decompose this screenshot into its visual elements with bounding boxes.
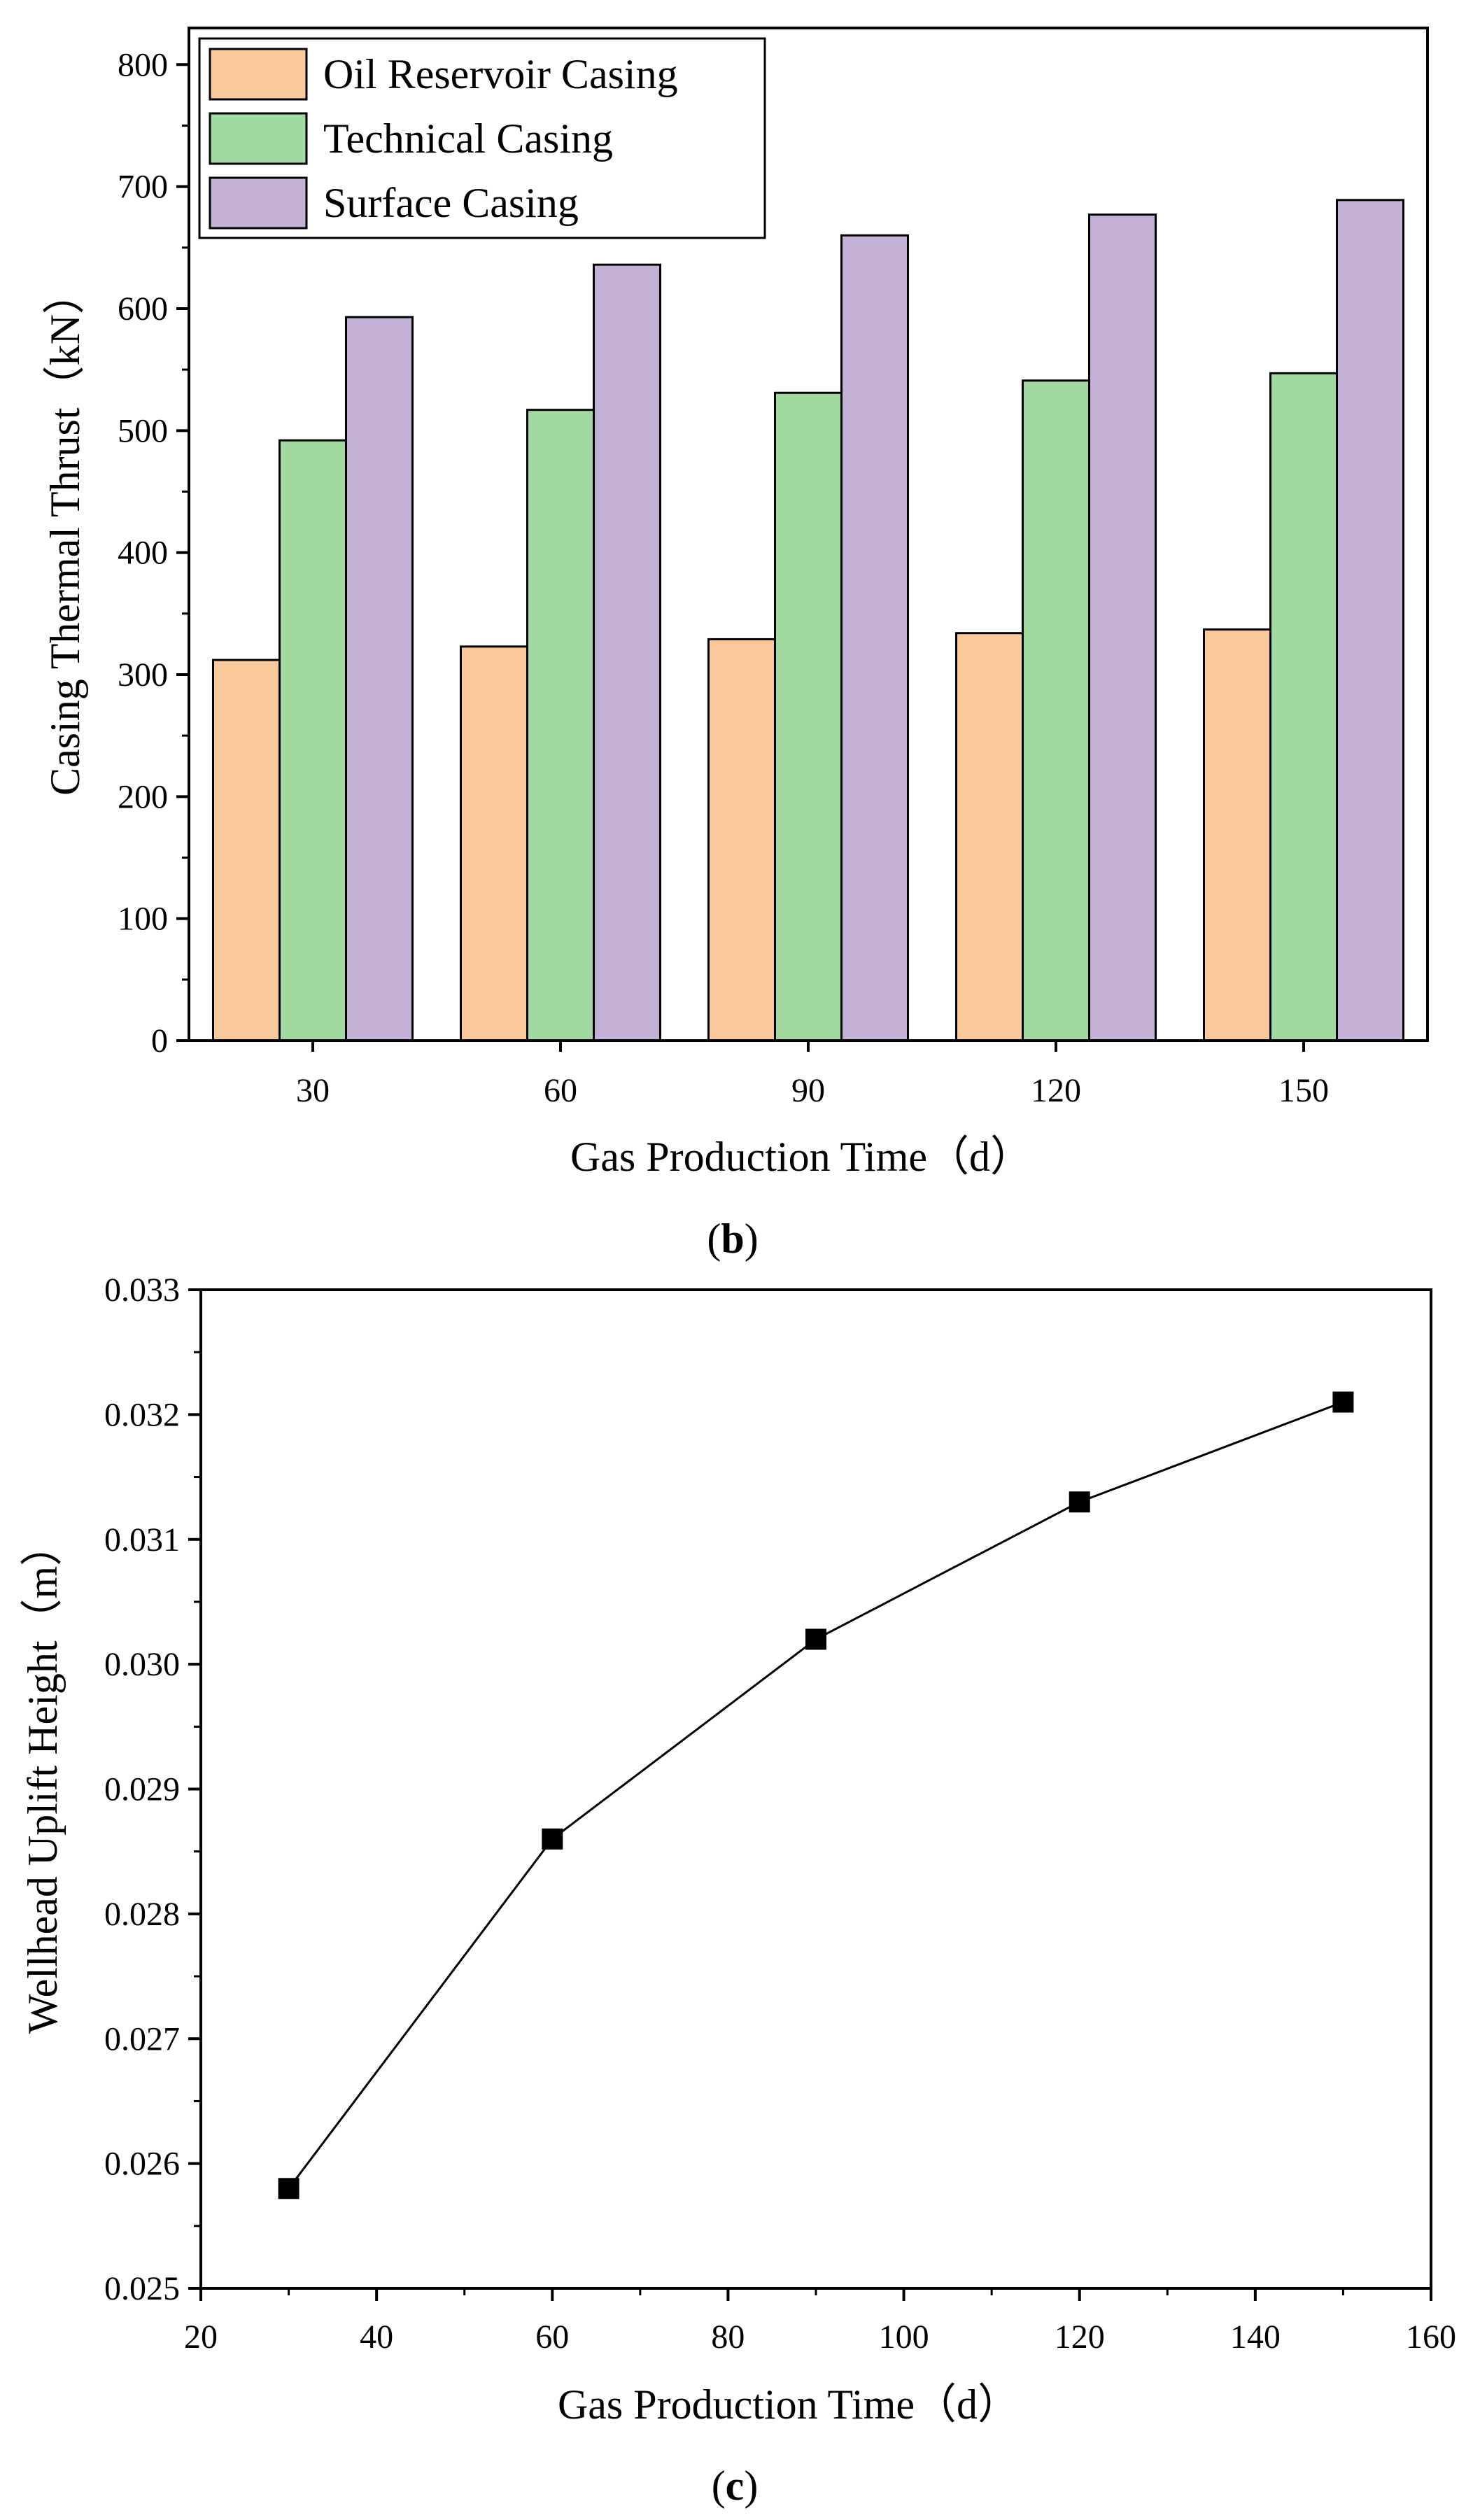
y-tick-label: 0.027 xyxy=(104,2020,180,2057)
bar xyxy=(345,316,414,1042)
data-point xyxy=(278,2178,299,2199)
y-tick-label: 600 xyxy=(118,290,168,328)
x-tick-label: 30 xyxy=(296,1072,330,1109)
data-point xyxy=(1332,1391,1354,1413)
data-point xyxy=(805,1628,826,1650)
bar xyxy=(212,659,281,1042)
x-tick-label: 120 xyxy=(1055,2318,1105,2356)
legend-label: Technical Casing xyxy=(323,115,613,162)
series-line xyxy=(278,1391,1354,2199)
chart-b-bar: 0 100 200 300 400 500 600 700 800 30 60 90 120 150 C… xyxy=(42,27,1429,1262)
y-tick-label: 0.028 xyxy=(104,1896,180,1933)
y-tick-label: 0.025 xyxy=(104,2270,180,2307)
x-tick-label: 150 xyxy=(1278,1072,1329,1109)
y-axis-title: Wellhead Uplift Height（m） xyxy=(20,1524,66,2034)
panel-label-close: ) xyxy=(744,2463,758,2509)
x-tick-label: 100 xyxy=(879,2318,929,2356)
bar xyxy=(955,632,1024,1042)
y-tick-label: 700 xyxy=(118,169,168,206)
chart-c-line: 0.025 0.026 0.027 0.028 0.029 0.030 0.031 0.032… xyxy=(20,1272,1456,2509)
y-tick-label: 0.032 xyxy=(104,1396,180,1433)
panel-label-letter: c xyxy=(726,2463,745,2509)
bar-group xyxy=(212,199,1404,1042)
bar xyxy=(1269,372,1338,1042)
panel-label-open: ( xyxy=(712,2463,726,2509)
bar xyxy=(526,409,595,1042)
x-axis-ticks: 30 60 90 120 150 xyxy=(296,1041,1329,1109)
x-axis-title: Gas Production Time（d） xyxy=(570,1134,1032,1180)
series-line-path xyxy=(288,1401,1344,2190)
y-tick-label: 0.030 xyxy=(104,1646,180,1683)
y-tick-label: 300 xyxy=(118,656,168,694)
panel-label-letter: b xyxy=(721,1216,744,1262)
bar xyxy=(707,638,776,1042)
y-tick-label: 500 xyxy=(118,412,168,449)
x-tick-label: 80 xyxy=(711,2318,745,2356)
y-tick-label: 800 xyxy=(118,46,168,83)
x-tick-label: 120 xyxy=(1031,1072,1081,1109)
legend-swatch xyxy=(209,176,308,230)
x-tick-label: 20 xyxy=(184,2318,218,2356)
legend: Oil Reservoir Casing Technical Casing Surf… xyxy=(198,37,766,239)
bar xyxy=(1088,213,1157,1042)
y-tick-label: 400 xyxy=(118,535,168,572)
y-tick-label: 200 xyxy=(118,778,168,815)
bar xyxy=(593,263,661,1042)
x-tick-label: 40 xyxy=(360,2318,393,2356)
bar xyxy=(840,234,909,1042)
x-axis-ticks: 20 40 60 80 100 120 140 160 xyxy=(184,2288,1456,2356)
panel-label-c: (c) xyxy=(712,2463,759,2509)
y-axis-ticks: 0.025 0.026 0.027 0.028 0.029 0.030 0.031 0.032… xyxy=(104,1272,201,2307)
y-tick-label: 0.033 xyxy=(104,1272,180,1309)
panel-label-open: ( xyxy=(707,1216,721,1262)
legend-swatch xyxy=(209,112,308,165)
y-tick-label: 0 xyxy=(151,1022,168,1060)
x-axis-title: Gas Production Time（d） xyxy=(558,2381,1020,2428)
legend-label: Oil Reservoir Casing xyxy=(323,51,678,97)
bar xyxy=(279,439,347,1042)
y-tick-label: 0.029 xyxy=(104,1771,180,1808)
bar xyxy=(1022,379,1090,1042)
panel-label-b: (b) xyxy=(707,1216,758,1262)
data-point xyxy=(1069,1491,1090,1513)
bar xyxy=(1203,628,1271,1042)
panel-label-close: ) xyxy=(745,1216,759,1262)
y-axis-ticks: 0 100 200 300 400 500 600 700 800 xyxy=(118,46,189,1060)
x-tick-label: 60 xyxy=(535,2318,569,2356)
legend-swatch xyxy=(209,48,308,101)
bar xyxy=(774,391,843,1042)
x-tick-label: 160 xyxy=(1406,2318,1456,2356)
bar xyxy=(1336,199,1404,1042)
bar xyxy=(460,645,528,1042)
x-tick-label: 140 xyxy=(1230,2318,1281,2356)
y-tick-label: 0.031 xyxy=(104,1521,180,1558)
y-tick-label: 100 xyxy=(118,901,168,938)
data-point xyxy=(542,1828,563,1850)
x-tick-label: 60 xyxy=(544,1072,577,1109)
legend-label: Surface Casing xyxy=(323,180,579,226)
y-tick-label: 0.026 xyxy=(104,2146,180,2183)
y-axis-title: Casing Thermal Thrust（kN） xyxy=(42,272,88,796)
x-tick-label: 90 xyxy=(791,1072,825,1109)
